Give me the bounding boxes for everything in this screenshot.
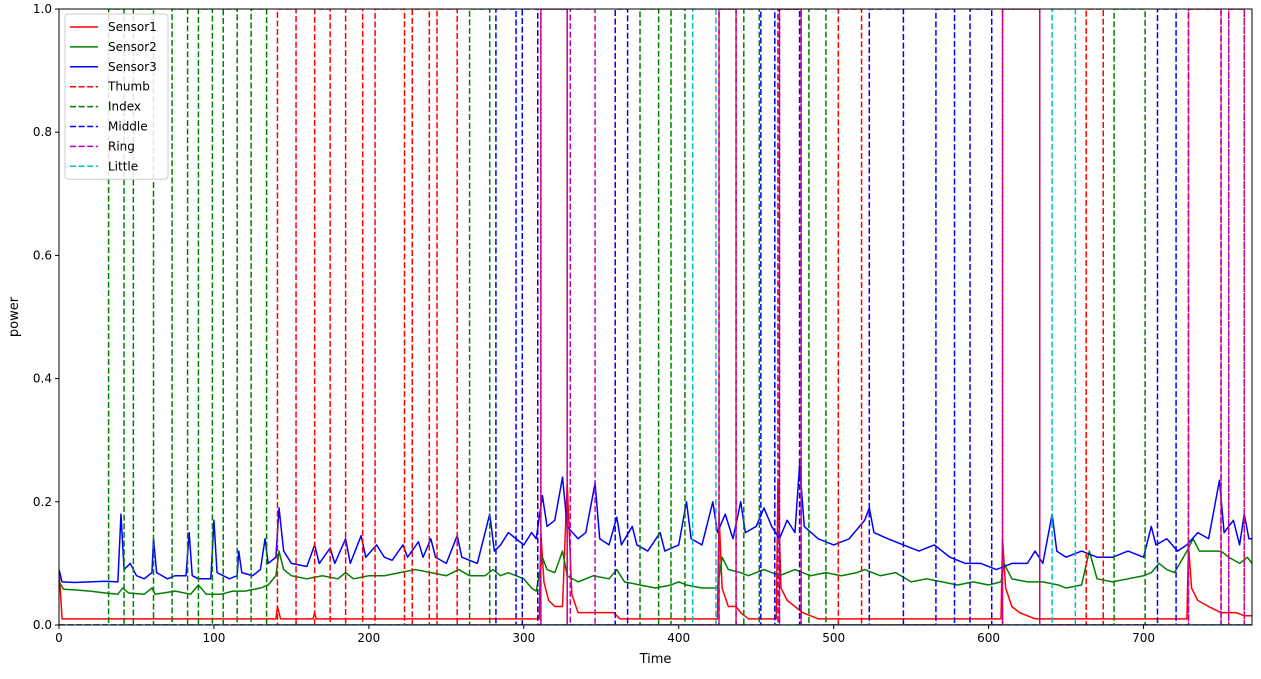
x-tick-label: 300 xyxy=(512,631,535,645)
y-tick-label: 0.6 xyxy=(33,248,52,262)
x-tick-label: 600 xyxy=(977,631,1000,645)
x-tick-label: 100 xyxy=(202,631,225,645)
y-tick-label: 0.2 xyxy=(33,495,52,509)
y-axis: 0.0 0.2 0.4 0.6 0.8 1.0 xyxy=(33,2,59,632)
series-line-sensor2 xyxy=(59,538,1252,595)
y-tick-label: 0.0 xyxy=(33,618,52,632)
plot-frame xyxy=(58,8,1253,626)
x-tick-label: 200 xyxy=(357,631,380,645)
series-line-little xyxy=(59,9,1252,625)
series-line-index xyxy=(59,9,1252,625)
legend-label-sensor3: Sensor3 xyxy=(108,60,157,74)
series-line-sensor1 xyxy=(59,482,1252,620)
y-axis-label: power xyxy=(7,296,22,337)
legend: Sensor1 Sensor2 Sensor3 Thumb Index Middle Rin… xyxy=(64,13,169,180)
x-tick-label: 700 xyxy=(1132,631,1155,645)
series-line-sensor3 xyxy=(59,464,1252,584)
series-line-ring xyxy=(59,9,1252,625)
series-layer xyxy=(59,9,1252,625)
x-tick-label: 0 xyxy=(55,631,63,645)
legend-label-sensor2: Sensor2 xyxy=(108,40,157,54)
legend-label-middle: Middle xyxy=(108,120,148,134)
y-tick-label: 1.0 xyxy=(33,2,52,16)
x-axis-label: Time xyxy=(639,652,672,667)
legend-label-little: Little xyxy=(108,159,138,173)
y-tick-label: 0.4 xyxy=(33,372,52,386)
legend-label-index: Index xyxy=(108,100,141,114)
x-tick-label: 500 xyxy=(822,631,845,645)
series-line-thumb xyxy=(59,9,1252,625)
x-tick-label: 400 xyxy=(667,631,690,645)
series-line-middle xyxy=(59,9,1252,625)
x-axis: 0 100 200 300 400 500 600 700 xyxy=(55,625,1155,645)
legend-box xyxy=(64,13,169,180)
y-tick-label: 0.8 xyxy=(33,125,52,139)
legend-label-ring: Ring xyxy=(108,139,135,153)
legend-label-thumb: Thumb xyxy=(107,80,150,94)
legend-label-sensor1: Sensor1 xyxy=(108,20,157,34)
